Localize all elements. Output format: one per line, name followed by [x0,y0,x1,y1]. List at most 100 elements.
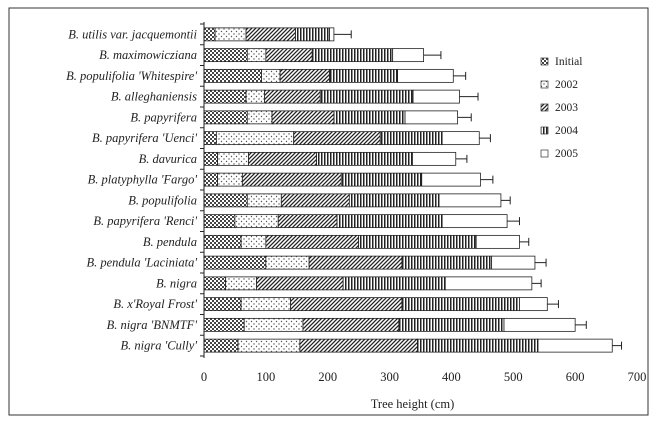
bar-segment [421,172,481,187]
bar-segment [203,297,242,312]
bar-segment [203,172,219,187]
category-label: B. populifolia [128,193,197,207]
bar-segment [248,151,317,166]
bar-segment [203,338,239,353]
bar-segment [290,297,403,312]
x-axis: 0 100 200 300 400 500 600 700 [200,22,646,384]
bar-segment [441,131,480,146]
x-tick-label: 200 [318,370,337,384]
bar-segment [240,234,267,249]
bar-segment [246,110,273,125]
category-label: B. papyrifera 'Renci' [93,214,197,228]
legend-swatch [540,57,549,66]
chart-frame [8,7,649,416]
bar-segment [441,214,508,229]
bars-layer [203,27,623,353]
x-tick-label: 0 [201,370,207,384]
bar-segment [203,193,248,208]
bar-segment [329,68,399,83]
bar-segment [503,317,576,332]
bar-segment [340,172,423,187]
bar-segment [319,89,414,104]
x-tick-label: 300 [380,370,399,384]
bar-segment [329,27,335,42]
category-label: B. davurica [139,152,197,166]
bar-segment [243,317,304,332]
bar-segment [417,338,539,353]
bar-segment [537,338,613,353]
bar-segment [438,193,502,208]
legend: Initial 2002 2003 2004 2005 [540,56,582,160]
bar-segment [241,172,342,187]
category-label: B. papyrifera [130,110,197,124]
bar-segment [203,89,247,104]
x-axis-title: Tree height (cm) [371,397,455,411]
legend-swatch [540,80,549,89]
bar-segment [348,193,440,208]
bar-segment [491,255,536,270]
x-tick-label: 100 [256,370,275,384]
bar-segment [333,110,406,125]
bar-segment [401,297,520,312]
bar-segment [214,27,247,42]
legend-label: 2004 [555,125,578,137]
bar-segment [271,110,335,125]
category-label: B. populifolia 'Whitespire' [66,69,197,83]
category-label: B. nigra 'Cully' [120,339,197,353]
bar-segment [392,48,424,63]
bar-segment [225,276,257,291]
bar-segment [217,151,249,166]
bar-segment [203,214,236,229]
bar-segment [299,338,418,353]
bar-segment [203,131,217,146]
bar-segment [308,255,403,270]
category-label: B. pendula 'Laciniata' [86,256,197,270]
bar-segment [246,193,282,208]
bar-segment [358,234,477,249]
bar-segment [412,89,460,104]
category-labels: B. utilis var. jacquemontii B. maximowicz… [66,27,197,352]
bar-segment [256,276,344,291]
x-tick-label: 700 [628,370,647,384]
bar-segment [277,214,338,229]
bar-segment [342,276,446,291]
bar-segment [203,234,242,249]
bar-segment [336,214,443,229]
category-label: B. nigra 'BNMTF' [107,318,198,332]
bar-segment [280,193,350,208]
bar-segment [203,151,219,166]
legend-swatch [540,126,549,135]
bar-segment [217,172,243,187]
category-label: B. platyphylla 'Fargo' [88,173,198,187]
bar-segment [398,317,505,332]
bar-segment [316,151,413,166]
bar-segment [203,48,248,63]
bar-segment [265,234,360,249]
category-label: B. utilis var. jacquemontii [68,27,197,41]
bar-segment [203,27,216,42]
bar-segment [203,276,227,291]
legend-swatch [540,103,549,112]
bar-segment [246,48,267,63]
bar-segment [203,317,245,332]
legend-label: Initial [555,56,582,68]
bar-segment [475,234,520,249]
legend-label: 2002 [555,79,578,91]
bar-segment [279,68,330,83]
bar-segment [203,110,248,125]
bar-segment [203,68,262,83]
x-tick-label: 500 [504,370,523,384]
category-label: B. x'Royal Frost' [113,297,197,311]
bar-segment [444,276,533,291]
category-label: B. nigra [156,276,197,290]
category-label: B. maximowicziana [99,48,197,62]
category-label: B. alleghaniensis [111,90,197,104]
category-label: B. pendula [143,235,197,249]
bar-segment [519,297,548,312]
bar-segment [265,255,310,270]
bar-segment [240,297,292,312]
x-tick-label: 600 [566,370,585,384]
legend-swatch [540,149,549,158]
legend-label: 2005 [555,148,578,160]
